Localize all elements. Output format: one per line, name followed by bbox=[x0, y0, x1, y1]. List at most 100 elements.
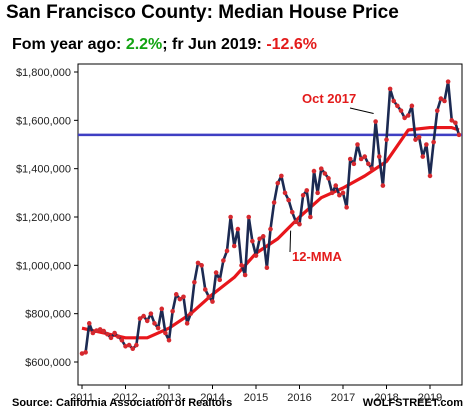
data-point bbox=[94, 328, 99, 333]
data-point bbox=[141, 313, 146, 319]
data-point bbox=[112, 330, 117, 336]
data-point bbox=[242, 272, 248, 278]
data-point bbox=[279, 173, 284, 179]
data-point bbox=[228, 214, 233, 220]
data-point bbox=[184, 321, 190, 326]
data-point bbox=[413, 137, 418, 142]
data-point bbox=[170, 308, 175, 314]
data-point bbox=[79, 351, 85, 356]
y-tick-label: $800,000 bbox=[25, 309, 71, 321]
data-point bbox=[134, 342, 139, 348]
data-point bbox=[297, 221, 302, 227]
data-point bbox=[148, 311, 154, 316]
data-point bbox=[126, 342, 132, 348]
yoy-change: 2.2% bbox=[125, 36, 163, 53]
y-tick-label: $1,200,000 bbox=[16, 212, 71, 224]
brand-label: WOLFSTREET.com bbox=[362, 397, 463, 409]
data-point bbox=[152, 321, 157, 326]
data-point bbox=[340, 190, 346, 196]
annotation-oct-2017: Oct 2017 bbox=[302, 91, 356, 106]
x-tick-label: 2019 bbox=[418, 392, 442, 404]
data-point bbox=[224, 248, 230, 254]
data-point bbox=[402, 115, 407, 121]
data-point bbox=[105, 331, 110, 337]
data-point bbox=[293, 219, 299, 225]
data-point bbox=[442, 98, 447, 104]
data-point bbox=[155, 325, 161, 331]
chart-title: San Francisco County: Median House Price bbox=[6, 2, 399, 23]
data-point bbox=[253, 253, 259, 258]
data-point bbox=[83, 350, 88, 355]
data-point bbox=[453, 120, 458, 126]
x-tick-label: 2012 bbox=[113, 392, 137, 404]
data-point bbox=[347, 156, 353, 162]
data-point bbox=[384, 137, 389, 142]
y-tick-label: $600,000 bbox=[25, 357, 71, 369]
data-point bbox=[188, 311, 194, 316]
data-point bbox=[119, 337, 125, 343]
data-point bbox=[438, 96, 444, 101]
data-point bbox=[376, 154, 382, 159]
data-point bbox=[177, 296, 183, 302]
data-point bbox=[391, 98, 397, 104]
data-point bbox=[405, 113, 411, 118]
data-point bbox=[434, 108, 440, 113]
y-tick-label: $1,000,000 bbox=[16, 260, 71, 272]
data-point bbox=[387, 86, 393, 92]
data-point bbox=[90, 330, 96, 336]
data-point bbox=[409, 103, 415, 109]
data-point bbox=[264, 265, 270, 271]
data-point bbox=[235, 226, 241, 232]
data-point bbox=[315, 190, 320, 196]
data-point bbox=[159, 306, 165, 312]
x-tick-label: 2017 bbox=[331, 392, 355, 404]
data-point bbox=[362, 154, 368, 159]
data-point bbox=[304, 188, 310, 193]
x-tick-label: 2014 bbox=[200, 392, 224, 404]
subtitle-prefix: Fom year ago: bbox=[12, 36, 126, 53]
data-point bbox=[449, 118, 455, 123]
data-point bbox=[358, 156, 364, 162]
data-point bbox=[380, 183, 386, 188]
data-point bbox=[246, 214, 252, 220]
data-point bbox=[398, 108, 404, 113]
data-point bbox=[181, 294, 186, 300]
data-point bbox=[137, 316, 143, 321]
data-point bbox=[271, 200, 277, 205]
data-point bbox=[195, 260, 201, 266]
x-tick-label: 2016 bbox=[287, 392, 311, 404]
subtitle-mid: ; fr Jun 2019: bbox=[162, 36, 267, 53]
data-point bbox=[351, 161, 357, 167]
data-point bbox=[173, 292, 179, 297]
y-tick-label: $1,600,000 bbox=[16, 115, 71, 127]
data-point bbox=[115, 334, 121, 339]
data-point bbox=[373, 119, 378, 124]
data-point bbox=[217, 277, 223, 283]
data-point bbox=[192, 279, 197, 285]
median-price-line bbox=[81, 80, 461, 355]
data-point bbox=[282, 190, 288, 196]
data-point bbox=[420, 154, 426, 159]
data-point bbox=[355, 142, 360, 147]
data-point bbox=[144, 318, 150, 324]
data-point bbox=[210, 299, 215, 304]
data-point bbox=[130, 346, 136, 352]
data-point bbox=[424, 142, 429, 147]
data-point bbox=[202, 287, 208, 292]
data-point bbox=[369, 166, 375, 171]
data-point bbox=[199, 263, 204, 268]
y-tick-label: $1,800,000 bbox=[16, 67, 71, 79]
data-point bbox=[123, 343, 128, 349]
data-point bbox=[329, 190, 335, 196]
data-point bbox=[101, 328, 107, 334]
data-point bbox=[231, 243, 237, 249]
data-point bbox=[250, 238, 255, 244]
data-point bbox=[395, 103, 400, 109]
data-point bbox=[300, 192, 306, 198]
data-point bbox=[163, 330, 168, 336]
data-point bbox=[311, 168, 317, 174]
plot-frame bbox=[77, 63, 463, 386]
data-point bbox=[257, 236, 262, 242]
data-point bbox=[108, 335, 114, 341]
x-tick-label: 2011 bbox=[70, 392, 94, 404]
